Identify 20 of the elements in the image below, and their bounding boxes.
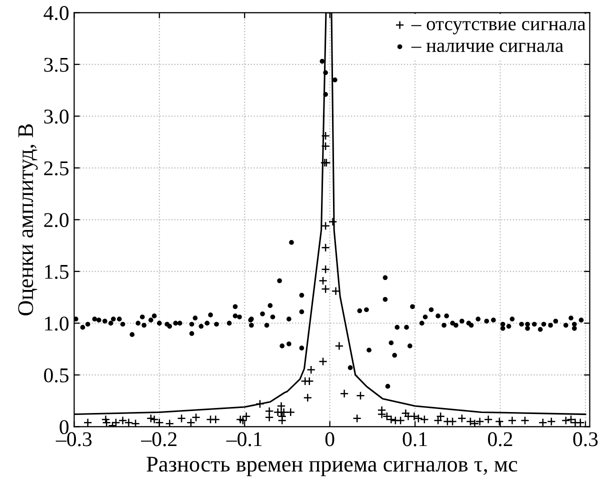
x-tick-label: 0: [325, 432, 334, 446]
x-tick-label: 0.3: [573, 432, 598, 446]
y-axis-title: Оценки амплитуд, В: [18, 124, 38, 316]
x-tick-label: –0.1: [226, 432, 262, 446]
y-tick-label: 2.5: [44, 161, 68, 176]
x-axis-title: Разность времен приема сигналов τ, мс: [146, 456, 518, 476]
x-tick-label: 0.2: [488, 432, 512, 446]
y-tick-label: 3.5: [44, 58, 68, 72]
y-tick-label: 0.5: [44, 368, 68, 382]
x-tick-label: 0.1: [402, 432, 427, 446]
x-tick-label: –0.3: [56, 432, 92, 446]
x-tick-label: –0.2: [141, 432, 176, 446]
y-tick-label: 1.5: [45, 264, 68, 279]
legend-label: – отсутствие сигнала: [411, 20, 586, 34]
y-tick-label: 1.0: [45, 316, 69, 331]
legend-label: – наличие сигнала: [411, 42, 564, 52]
y-tick-label: 0: [60, 420, 69, 434]
y-tick-label: 4.0: [44, 6, 69, 20]
y-tick-label: 3.0: [44, 110, 69, 124]
y-tick-label: 2.0: [44, 213, 69, 228]
